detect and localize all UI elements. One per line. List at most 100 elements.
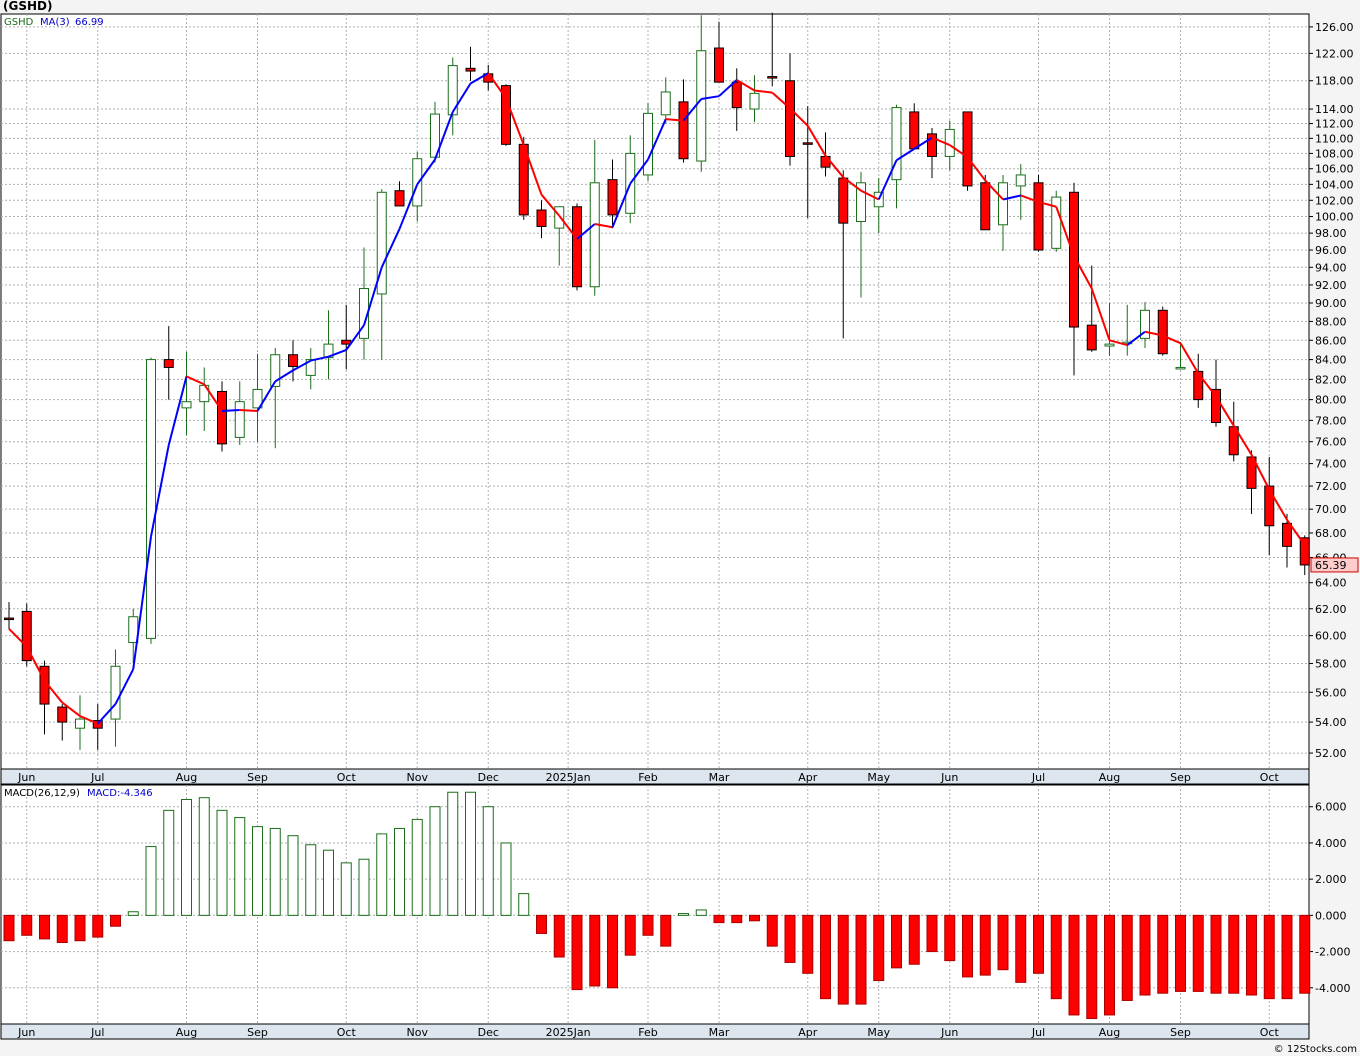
macd-bar [252, 826, 263, 916]
macd-bar [1033, 914, 1044, 974]
ma3-segment [203, 383, 223, 412]
candle-body [21, 610, 32, 662]
ma3-segment [1250, 454, 1271, 490]
ma3-segment [647, 118, 667, 160]
ma3-segment [522, 144, 543, 196]
price-tick-label: 118.00 [1315, 75, 1354, 88]
macd-bar [837, 914, 849, 1005]
x-tick-label: Sep [247, 771, 268, 784]
candle-body [856, 182, 866, 222]
ma3-segment [718, 79, 738, 97]
candle-body [643, 112, 653, 176]
price-tick-label: 84.00 [1315, 354, 1347, 367]
candle-body [1140, 309, 1150, 339]
ma3-segment [1073, 255, 1093, 290]
candle-body [217, 390, 227, 445]
candle-body [536, 209, 547, 227]
macd-tick-label: 2.000 [1315, 873, 1347, 886]
macd-bar [820, 914, 831, 1000]
ma3-segment [966, 156, 987, 182]
candle-body [75, 718, 85, 729]
ma3-segment [310, 355, 329, 362]
candle-body [785, 80, 795, 157]
candle-body [92, 720, 103, 729]
candle-body [749, 92, 760, 110]
candle-body [376, 191, 387, 295]
price-tick-label: 80.00 [1315, 394, 1347, 407]
ma3-segment [79, 715, 99, 725]
price-tick-label: 88.00 [1315, 315, 1347, 328]
ma3-segment [576, 223, 596, 240]
ma3-segment [97, 703, 117, 725]
x-tick-label: Jul [1031, 1026, 1045, 1039]
macd-label: MACD(26,12,9) [4, 788, 80, 799]
price-tick-label: 78.00 [1315, 414, 1347, 427]
legend-ma-value: 66.99 [75, 17, 104, 28]
candle-body [873, 191, 884, 208]
macd-bar [1192, 914, 1204, 992]
candle-body [1175, 366, 1186, 370]
ma3-segment [1197, 372, 1217, 398]
macd-bar [21, 914, 33, 936]
candle-body [891, 107, 902, 181]
ma3-segment [434, 111, 454, 160]
candle-body [572, 206, 582, 288]
credit-text: © 12Stocks.com [1273, 1044, 1357, 1055]
ma3-segment [877, 159, 898, 200]
candle-body [607, 179, 618, 216]
price-tick-label: 54.00 [1315, 716, 1347, 729]
ma3-segment [1038, 200, 1057, 208]
ma3-segment [629, 158, 649, 185]
macd-bar [1068, 914, 1080, 1016]
x-tick-label: Aug [1099, 771, 1120, 784]
macd-bar [1210, 914, 1222, 994]
ma3-segment [380, 228, 401, 268]
ma3-segment [345, 324, 365, 351]
candle-body [146, 359, 156, 639]
ma3-segment [186, 375, 205, 386]
x-tick-label: Nov [407, 1026, 429, 1039]
ma3-segment [167, 376, 188, 446]
ma3-segment [771, 91, 791, 110]
ma3-segment [43, 679, 64, 704]
price-tick-label: 74.00 [1315, 458, 1347, 471]
x-tick-label: Dec [478, 1026, 499, 1039]
price-tick-label: 102.00 [1315, 194, 1354, 207]
legend-symbol: GSHD [4, 17, 34, 28]
price-tick-label: 114.00 [1315, 103, 1354, 116]
macd-bar [1139, 914, 1151, 996]
ma3-segment [416, 158, 436, 185]
macd-bar [3, 914, 15, 942]
macd-bar [1263, 914, 1275, 1000]
macd-bar [198, 797, 210, 916]
x-tick-label: Jun [17, 771, 35, 784]
x-tick-label: Sep [247, 1026, 268, 1039]
candle-body [1282, 522, 1292, 547]
ma3-segment [701, 95, 720, 101]
x-tick-label: Apr [798, 1026, 818, 1039]
x-tick-label: Aug [176, 771, 197, 784]
macd-bar [1086, 914, 1098, 1020]
macd-tick-label: 4.000 [1315, 837, 1347, 850]
x-tick-label: Dec [478, 771, 499, 784]
x-tick-label: Apr [798, 771, 818, 784]
x-tick-label: Aug [1099, 1026, 1120, 1039]
ma3-segment [842, 176, 862, 192]
ma3-segment [895, 148, 915, 162]
candle-body [767, 76, 778, 79]
macd-bar [571, 914, 583, 991]
candle-body [980, 182, 991, 231]
candle-body [394, 190, 405, 207]
macd-bar [624, 914, 636, 956]
macd-bar [447, 791, 459, 916]
macd-bar [1175, 914, 1186, 992]
candle-body [998, 182, 1008, 226]
candle-body [909, 111, 920, 150]
macd-bar [908, 914, 920, 965]
macd-bar [873, 914, 885, 982]
candle-body [1299, 537, 1310, 566]
price-tick-label: 62.00 [1315, 603, 1347, 616]
macd-bar [1121, 914, 1133, 1001]
candle-body [412, 158, 423, 207]
price-tick-label: 110.00 [1315, 132, 1354, 145]
